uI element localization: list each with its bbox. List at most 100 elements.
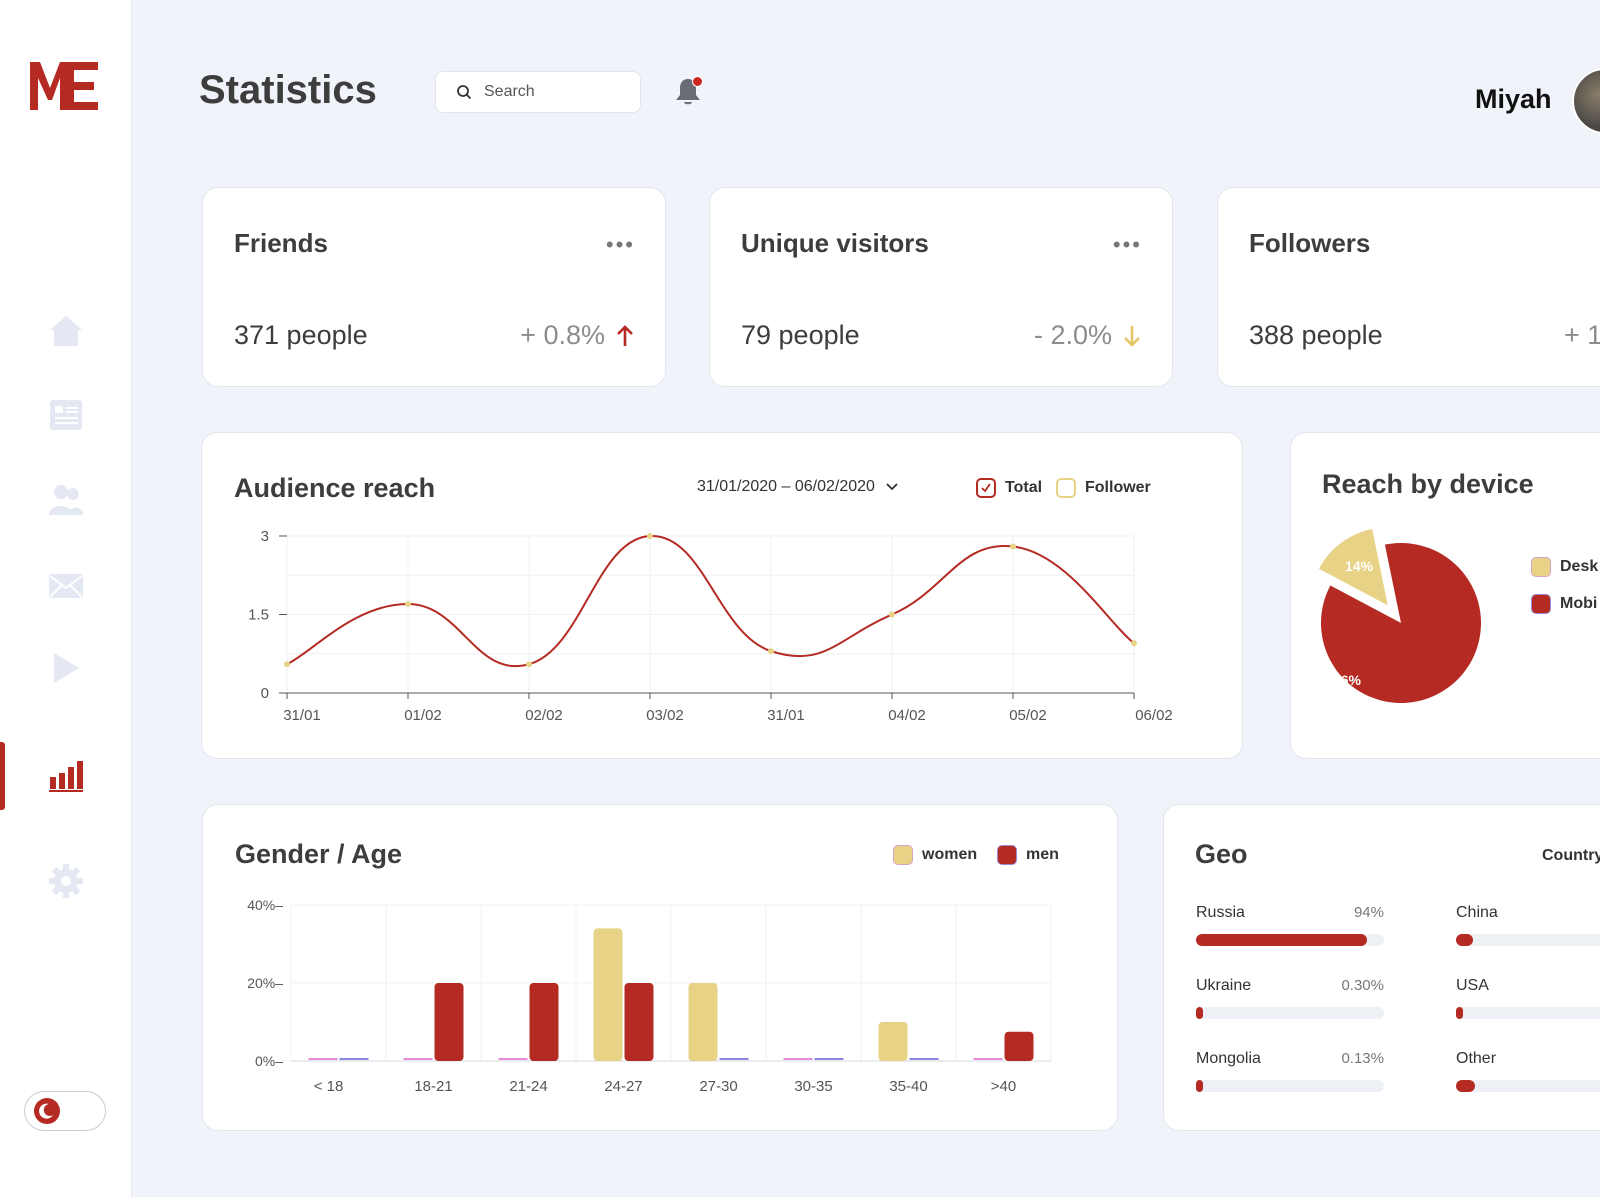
country-percent: 0.30%	[1341, 977, 1384, 994]
legend-swatch	[893, 845, 913, 865]
stat-change: + 0.8%	[520, 320, 635, 351]
date-range-picker[interactable]: 31/01/2020 – 06/02/2020	[697, 478, 899, 496]
audience-line-chart: 0 1.5 3 31/01 01/02 02/02 03/02 31/01 04/02 05/02…	[248, 528, 1173, 724]
x-tick-label: 35-40	[889, 1078, 927, 1095]
country-progress	[1456, 1080, 1600, 1092]
x-tick-label: 24-27	[604, 1078, 642, 1095]
stat-change-value: - 2.0%	[1033, 320, 1112, 350]
country-name: Russia	[1196, 904, 1245, 921]
bar-men	[434, 983, 464, 1061]
gender-age-bar-chart: 0%– 20%– 40%– < 18 18-21 21-24 24-27 27-30 30-35…	[247, 897, 1052, 1095]
nav-settings[interactable]	[46, 861, 86, 901]
bar-men	[1004, 1031, 1034, 1061]
notification-badge	[692, 76, 703, 87]
x-tick-label: 31/01	[767, 707, 805, 724]
country-name: USA	[1456, 977, 1489, 994]
country-percent: 94%	[1353, 904, 1384, 921]
bar-men	[624, 983, 654, 1061]
x-tick-label: 04/02	[888, 707, 926, 724]
stat-title: Followers	[1249, 228, 1371, 258]
country-filter[interactable]: Country	[1542, 847, 1600, 864]
reach-by-device-card: Reach by device 14% 86% Desk Mobi	[1290, 432, 1600, 759]
x-tick-label: 06/02	[1135, 707, 1173, 724]
brand-logo[interactable]	[28, 58, 100, 121]
progress-fill	[1196, 1080, 1203, 1092]
section-title: Audience reach	[234, 473, 436, 503]
legend-total-toggle[interactable]: Total	[976, 478, 1042, 498]
legend-label: Desk	[1560, 558, 1599, 575]
theme-toggle[interactable]	[24, 1091, 106, 1131]
device-pie-chart: 14% 86%	[1318, 528, 1481, 703]
section-title: Reach by device	[1322, 469, 1534, 499]
search-icon	[457, 85, 472, 100]
country-progress	[1456, 1007, 1600, 1019]
statistics-icon	[49, 761, 83, 792]
notifications-button[interactable]	[674, 76, 704, 108]
nav-video[interactable]	[46, 648, 86, 688]
more-options-button[interactable]: •••	[605, 232, 635, 257]
x-tick-label: >40	[991, 1078, 1016, 1095]
y-tick-label: 0	[261, 685, 269, 702]
country-name: China	[1456, 904, 1498, 921]
stat-value: 388 people	[1249, 320, 1383, 350]
y-tick-label: 3	[261, 528, 269, 545]
stat-card-unique-visitors: Unique visitors ••• 79 people - 2.0%	[709, 187, 1173, 387]
stat-title: Unique visitors	[741, 228, 929, 258]
series-line-total	[286, 534, 1135, 668]
stat-card-followers: Followers 388 people + 1	[1217, 187, 1600, 387]
search-input[interactable]	[484, 83, 624, 101]
progress-fill	[1456, 1007, 1463, 1019]
data-point	[405, 601, 411, 608]
legend-label: Total	[1005, 479, 1043, 496]
country-progress	[1196, 934, 1384, 946]
data-point	[526, 661, 532, 668]
y-tick-label: 0%–	[255, 1053, 283, 1069]
legend-follower-toggle[interactable]: Follower	[1056, 478, 1151, 498]
legend-swatch	[1531, 594, 1551, 614]
bar-women	[783, 1058, 813, 1060]
country-percent: 0.13%	[1341, 1050, 1384, 1067]
stat-change-value: + 1	[1564, 320, 1600, 350]
geo-card: Geo Country Russia 94% Ukraine 0.30% Mon…	[1163, 804, 1600, 1131]
mail-icon	[49, 574, 83, 598]
play-icon	[54, 653, 79, 683]
more-options-button[interactable]: •••	[1112, 232, 1142, 257]
avatar[interactable]	[1572, 68, 1600, 134]
data-point	[647, 533, 653, 539]
nav-active-indicator	[0, 742, 5, 810]
legend-men: men	[997, 845, 1059, 865]
stat-change: - 2.0%	[1034, 320, 1142, 351]
x-tick-label: < 18	[314, 1078, 344, 1095]
country-progress	[1196, 1007, 1384, 1019]
arrow-down-icon	[1124, 325, 1140, 347]
data-point	[768, 648, 774, 655]
stat-change-value: + 0.8%	[520, 320, 605, 350]
legend-mobile: Mobi	[1531, 594, 1597, 614]
country-name: Ukraine	[1196, 977, 1252, 994]
bar-men	[814, 1058, 844, 1060]
x-tick-label: 27-30	[699, 1078, 737, 1095]
friends-icon	[49, 485, 83, 515]
legend-label: men	[1026, 846, 1059, 863]
pie-slice-mobi	[1321, 543, 1481, 703]
legend-label: women	[922, 846, 978, 863]
progress-fill	[1196, 934, 1368, 946]
search-box[interactable]	[435, 71, 641, 113]
bar-women	[308, 1058, 338, 1060]
section-title: Geo	[1195, 839, 1248, 869]
nav-friends[interactable]	[46, 480, 86, 520]
nav-news[interactable]	[46, 395, 86, 435]
y-tick-label: 20%–	[247, 975, 283, 991]
nav-statistics[interactable]	[46, 756, 86, 796]
nav-home[interactable]	[46, 311, 86, 351]
bar-men	[339, 1058, 369, 1060]
bar-women	[688, 983, 718, 1061]
pie-value-label: 14%	[1345, 558, 1374, 574]
check-icon	[981, 483, 991, 493]
y-tick-label: 40%–	[247, 897, 283, 913]
x-tick-label: 30-35	[794, 1078, 832, 1095]
nav-mail[interactable]	[46, 566, 86, 606]
data-point	[284, 661, 290, 668]
settings-icon	[49, 864, 83, 898]
legend-women: women	[893, 845, 977, 865]
